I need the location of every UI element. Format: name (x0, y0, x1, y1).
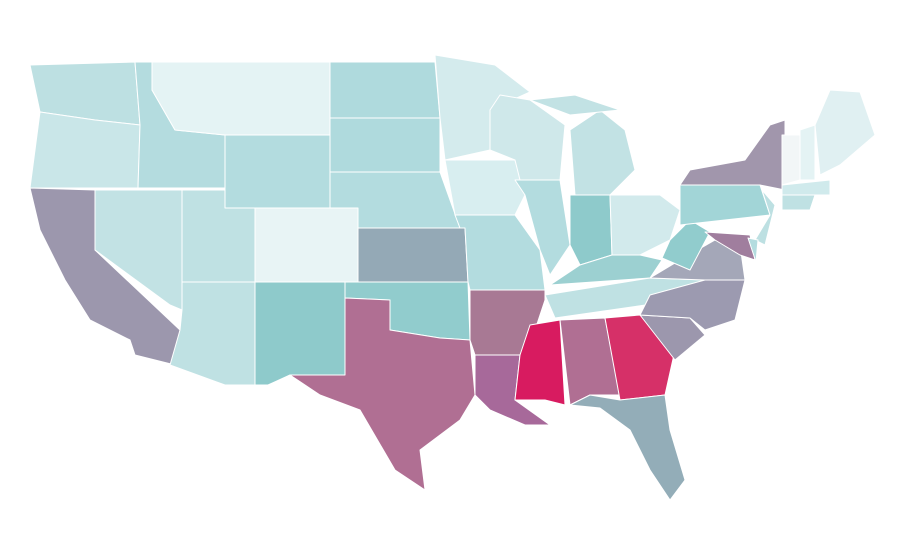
region (29, 111, 141, 189)
region (529, 94, 621, 116)
region (357, 227, 469, 283)
region (814, 89, 876, 176)
region (454, 214, 546, 291)
region (781, 134, 801, 186)
region (781, 194, 816, 211)
region (289, 297, 476, 491)
region (569, 394, 686, 501)
region (94, 189, 183, 311)
region (754, 189, 776, 246)
region (799, 124, 816, 181)
region (444, 159, 526, 216)
region (781, 179, 831, 196)
region (679, 119, 786, 191)
region (169, 281, 256, 386)
region (151, 61, 331, 136)
region (559, 317, 621, 406)
region (661, 219, 711, 271)
region (329, 117, 441, 173)
region (747, 237, 759, 263)
region (569, 109, 636, 196)
region (514, 179, 571, 276)
region (704, 231, 756, 261)
region (254, 207, 359, 283)
region (254, 281, 346, 386)
region (224, 134, 331, 209)
region (329, 61, 441, 119)
region (569, 194, 613, 266)
region (679, 184, 771, 226)
